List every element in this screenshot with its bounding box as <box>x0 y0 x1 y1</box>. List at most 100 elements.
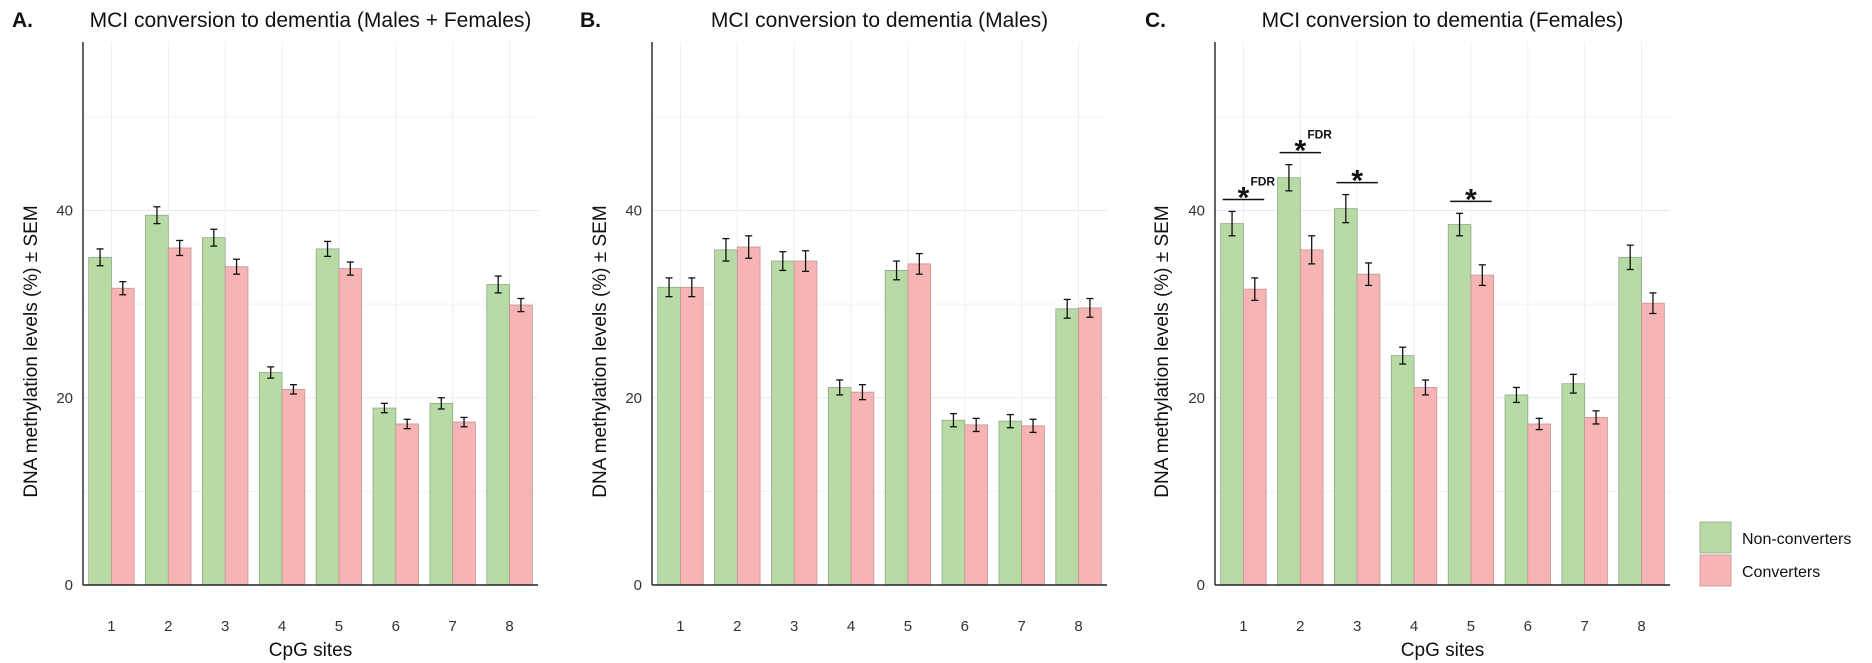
bar-non-converters-site-4 <box>258 372 283 586</box>
x-tick-label: 4 <box>278 618 286 635</box>
bar-non-converters-site-2 <box>1277 177 1301 586</box>
x-tick-label: 5 <box>1467 618 1475 635</box>
x-tick-label: 4 <box>1410 618 1418 635</box>
legend-swatch-converters <box>1699 554 1732 587</box>
bar-non-converters-site-3 <box>202 237 226 586</box>
y-tick-label: 0 <box>65 577 73 594</box>
x-tick-label: 2 <box>1296 618 1304 635</box>
bar-non-converters-site-8 <box>486 284 510 586</box>
bar-non-converters-site-2 <box>145 214 169 586</box>
chart-panel-3: 0 20 40 1 2 3 4 5 6 7 8 C. MCI conversion to dementi… <box>1145 9 1670 661</box>
chart-title: MCI conversion to dementia (Males + Fema… <box>90 9 532 32</box>
significance-fdr-label: FDR <box>1307 128 1332 142</box>
x-tick-label: 3 <box>790 618 798 635</box>
bar-converters-site-6 <box>1527 423 1551 586</box>
x-tick-label: 2 <box>164 618 172 635</box>
x-tick-label: 1 <box>676 618 684 635</box>
bar-non-converters-site-2 <box>714 249 738 586</box>
bar-non-converters-site-5 <box>1447 224 1472 586</box>
bar-converters-site-4 <box>281 388 306 586</box>
y-tick-label: 20 <box>1188 390 1205 407</box>
x-tick-label: 1 <box>107 618 115 635</box>
bar-converters-site-8 <box>509 304 533 586</box>
legend: Non-converters Converters <box>1699 521 1851 587</box>
bar-non-converters-site-7 <box>998 420 1023 586</box>
x-axis-label: CpG sites <box>1401 640 1484 661</box>
bar-non-converters-site-8 <box>1055 308 1079 586</box>
significance-star: * <box>1294 135 1306 168</box>
bar-converters-site-7 <box>1584 417 1608 586</box>
bar-non-converters-site-1 <box>1220 223 1244 586</box>
bar-converters-site-6 <box>964 424 988 586</box>
bar-converters-site-5 <box>338 268 363 586</box>
bar-non-converters-site-8 <box>1618 256 1642 586</box>
x-tick-label: 5 <box>904 618 912 635</box>
bar-non-converters-site-6 <box>372 407 397 586</box>
bar-converters-site-1 <box>680 286 704 586</box>
x-tick-label: 7 <box>1581 618 1589 635</box>
x-tick-label: 6 <box>1524 618 1532 635</box>
legend-label-converters: Converters <box>1742 564 1820 581</box>
x-tick-label: 5 <box>335 618 343 635</box>
panel-letter: C. <box>1145 9 1166 32</box>
legend-swatch-non-converters <box>1699 521 1732 554</box>
x-tick-label: 7 <box>449 618 457 635</box>
x-tick-label: 7 <box>1018 618 1026 635</box>
x-axis-label: CpG sites <box>269 640 352 661</box>
x-tick-label: 3 <box>221 618 229 635</box>
bar-converters-site-4 <box>1413 387 1438 586</box>
x-tick-label: 6 <box>392 618 400 635</box>
significance-star: * <box>1351 165 1363 198</box>
bar-converters-site-2 <box>1299 249 1324 586</box>
bar-converters-site-1 <box>111 287 135 586</box>
y-tick-label: 40 <box>1188 203 1205 220</box>
x-tick-label: 1 <box>1239 618 1247 635</box>
significance-star: * <box>1465 183 1477 216</box>
x-tick-label: 8 <box>505 618 513 635</box>
bar-non-converters-site-1 <box>88 256 112 586</box>
x-tick-label: 4 <box>847 618 855 635</box>
bar-non-converters-site-5 <box>884 270 909 586</box>
chart-title: MCI conversion to dementia (Females) <box>1262 9 1624 32</box>
bar-non-converters-site-6 <box>941 419 966 586</box>
legend-label-non-converters: Non-converters <box>1742 531 1851 548</box>
y-tick-label: 20 <box>56 390 73 407</box>
bar-converters-site-4 <box>850 391 875 586</box>
bar-non-converters-site-4 <box>827 387 852 586</box>
bar-non-converters-site-7 <box>1561 383 1586 586</box>
y-tick-label: 0 <box>634 577 642 594</box>
y-tick-label: 0 <box>1197 577 1205 594</box>
y-axis-label: DNA methylation levels (%) ± SEM <box>21 205 42 497</box>
bar-converters-site-7 <box>452 421 476 586</box>
x-tick-label: 2 <box>733 618 741 635</box>
bar-converters-site-5 <box>1470 274 1495 586</box>
chart-title: MCI conversion to dementia (Males) <box>711 9 1048 32</box>
y-axis-label: DNA methylation levels (%) ± SEM <box>1152 205 1173 497</box>
panel-letter: B. <box>580 9 601 32</box>
bar-non-converters-site-1 <box>657 286 681 586</box>
bar-converters-site-7 <box>1021 425 1045 586</box>
x-tick-label: 3 <box>1353 618 1361 635</box>
bar-non-converters-site-7 <box>429 402 454 586</box>
bar-converters-site-3 <box>1356 273 1381 586</box>
y-axis-label: DNA methylation levels (%) ± SEM <box>590 205 611 497</box>
x-tick-label: 8 <box>1637 618 1645 635</box>
bar-non-converters-site-5 <box>315 248 340 586</box>
chart-panel-1: 0 20 40 1 2 3 4 5 6 7 8 A. MCI conversion to dementi… <box>12 9 538 661</box>
significance-fdr-label: FDR <box>1250 174 1275 188</box>
bar-non-converters-site-3 <box>1334 208 1358 586</box>
bar-non-converters-site-3 <box>771 260 795 586</box>
bar-converters-site-2 <box>167 247 192 586</box>
y-tick-label: 20 <box>625 390 642 407</box>
bar-converters-site-1 <box>1243 288 1267 586</box>
bar-non-converters-site-6 <box>1504 394 1529 586</box>
bar-converters-site-3 <box>224 266 249 586</box>
bar-converters-site-3 <box>793 260 818 586</box>
panel-letter: A. <box>12 9 33 32</box>
bar-converters-site-5 <box>907 263 932 586</box>
y-tick-label: 40 <box>625 203 642 220</box>
chart-panel-2: 0 20 40 1 2 3 4 5 6 7 8 B. MCI conversion to dementi… <box>580 9 1107 635</box>
bar-converters-site-8 <box>1641 302 1665 586</box>
